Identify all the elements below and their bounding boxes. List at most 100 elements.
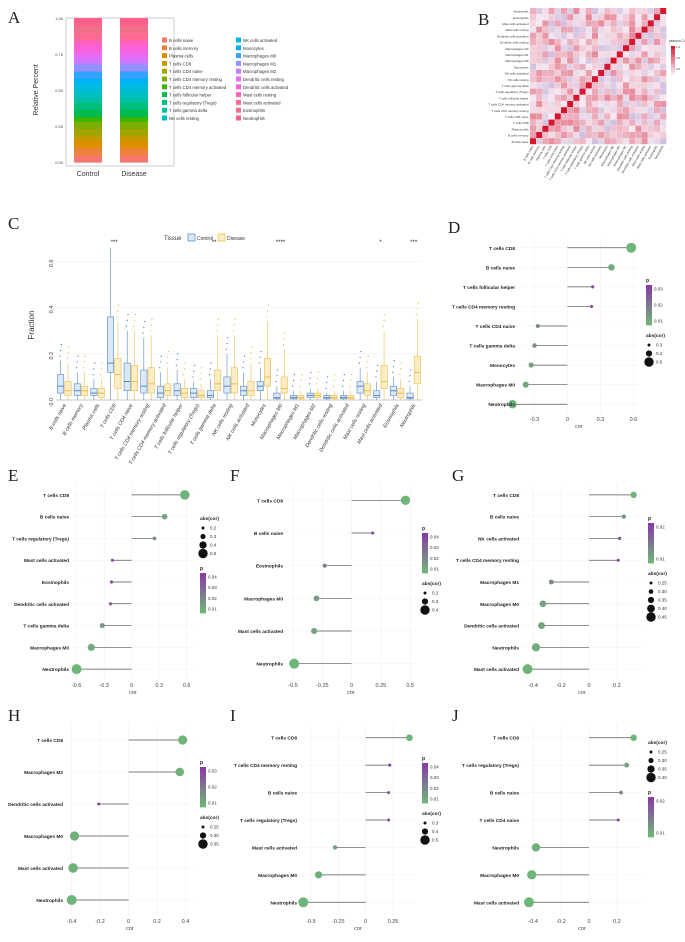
outlier-b-cells-memory-disease [84,361,86,363]
row-label-macrophages-m0: Macrophages M0 [480,602,519,608]
heatmap-cell [554,113,561,120]
heatmap-cell [641,125,648,132]
bar-segment-disease [120,118,148,122]
p-legend-gradient [648,807,654,810]
heatmap-cell [660,70,667,76]
row-label-t-cells-follicular-helper: T cells follicular helper [463,285,515,291]
heatmap-cell [610,39,617,45]
heatmap-cell [579,101,586,107]
heatmap-cell [641,32,648,39]
heatmap-cell [623,14,629,21]
p-legend-gradient [200,591,206,594]
bar-segment-disease [120,82,148,86]
heatmap-cell [573,113,580,120]
heatmap-cell [598,57,605,64]
heatmap-cell [641,70,648,76]
heatmap-cell [585,45,592,52]
bar-segment-control [74,34,102,38]
x-tick-label: 0.2 [613,919,621,925]
heatmap-cell [623,8,629,14]
bar-segment-control [74,97,102,101]
row-label-eosinophils: Eosinophils [513,16,529,20]
heatmap-cell [623,63,629,70]
row-label-neutrophils: Neutrophils [488,402,515,408]
x-tick-label: -0.2 [556,683,565,689]
heatmap-cell [654,101,660,107]
lollipop-dot-dendritic-cells-activated [538,622,546,630]
heatmap-cell [660,138,667,145]
bar-segment-disease [120,18,148,21]
outlier-t-cells-cd4-memory-activated-control [160,355,162,357]
bar-segment-disease [120,123,148,127]
legend-label-t-cells-cd4-memory-activated: T cells CD4 memory activated [169,85,227,90]
heatmap-cell [592,132,598,138]
heatmap-cell [610,119,617,126]
legend-label-control: Control [197,236,213,242]
heatmap-cell [536,113,543,120]
bar-segment-disease [120,25,148,29]
heatmap-cell [585,138,592,145]
legend-swatch-t-cells-cd4-memory-resting [162,76,167,82]
outlier-t-cells-regulatory-tregs-disease [201,367,203,369]
legend-swatch-t-cells-regulatory-tregs [162,99,167,105]
bar-segment-disease [120,66,148,69]
heatmap-cell [660,39,667,45]
lollipop-dot-t-cells-cd4-memory-resting [388,763,392,767]
outlier-dendritic-cells-activated-control [342,379,345,381]
row-label-dendritic-cells-activated: Dendritic cells activated [497,34,529,38]
p-legend-gradient [422,763,428,766]
bar-segment-control [74,140,102,144]
heatmap-cell [635,14,642,21]
lollipop-dot-t-cells-cd8 [177,735,188,745]
heatmap-cell [548,94,555,101]
p-legend-gradient [200,790,206,793]
bar-segment-control [74,49,102,53]
heatmap-cell [592,26,598,33]
bar-segment-control [74,118,102,122]
x-tick-label: -0.4 [528,919,537,925]
p-legend-tick: 0.01 [430,797,439,802]
outlier-t-cells-cd8-disease [117,310,119,312]
legend-swatch-macrophages-m1 [236,60,241,66]
bar-segment-disease [120,44,148,48]
p-legend-gradient [422,534,428,537]
heatmap-cell [616,113,623,120]
box-mast-cells-resting-disease [364,383,371,396]
outlier-mast-cells-resting-disease [366,361,369,363]
outlier-b-cells-naive-control [60,344,63,346]
x-tick-dendritic-cells-activated: Dendritic cells activated [318,402,351,453]
bar-segment-disease [120,142,148,146]
box-plasma-cells-control [90,388,98,396]
box-t-cells-gamma-delta-disease [214,369,222,392]
p-legend-gradient [422,768,428,771]
heatmap-cell [641,8,648,14]
heatmap-cell [598,20,605,27]
heatmap-cell [635,70,642,76]
lollipop-dot-macrophages-m0 [314,871,323,879]
heatmap-cell [561,32,567,39]
heatmap-cell [623,26,629,33]
x-tick-label: 0.3 [155,683,163,689]
x-tick-label: -0.3 [530,417,539,423]
box-b-cells-naive-control [57,374,65,394]
legend-title: pearson Correlation [669,39,685,43]
heatmap-cell [610,101,617,107]
heatmap-cell [616,82,623,89]
outlier-b-cells-naive-control [59,355,61,357]
heatmap-cell [610,57,617,64]
x-axis-label: cor [354,926,362,932]
heatmap-cell [660,82,667,89]
heatmap-cell [536,101,543,107]
heatmap-cell [635,119,642,126]
bar-segment-control [74,63,102,67]
p-legend-tick: 0.03 [430,775,439,780]
box-t-cells-gamma-delta-control [206,390,214,398]
outlier-neutrophils-disease [416,308,418,310]
row-label-monocytes: Monocytes [514,65,529,69]
heatmap-cell [579,26,586,33]
bar-segment-disease [120,130,148,134]
heatmap-cell [616,26,623,33]
heatmap-cell [641,119,648,126]
heatmap-cell [635,101,642,107]
p-legend-gradient [646,315,652,318]
